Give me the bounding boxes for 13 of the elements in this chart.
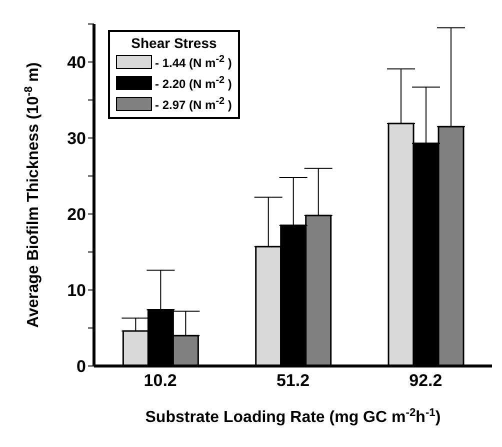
x-tick-label: 51.2	[276, 371, 310, 390]
x-axis-title: Substrate Loading Rate (mg GC m$^{-2}$h$^{-1}$)	[145, 407, 441, 426]
legend-label: - 2.97 (N m$^{-2}$ )	[155, 95, 232, 114]
x-tick-label: 10.2	[144, 371, 177, 390]
y-tick-label: 20	[67, 205, 86, 224]
legend-label: - 1.44 (N m$^{-2}$ )	[155, 53, 232, 72]
legend-label: - 2.20 (N m$^{-2}$ )	[155, 74, 232, 93]
legend-title: Shear Stress	[130, 35, 218, 51]
x-tick-label: 92.2	[409, 371, 442, 390]
y-tick-label: 30	[67, 129, 86, 148]
y-tick-label: 0	[76, 357, 86, 376]
y-tick-label: 10	[67, 281, 86, 300]
y-tick-label: 40	[67, 53, 86, 72]
